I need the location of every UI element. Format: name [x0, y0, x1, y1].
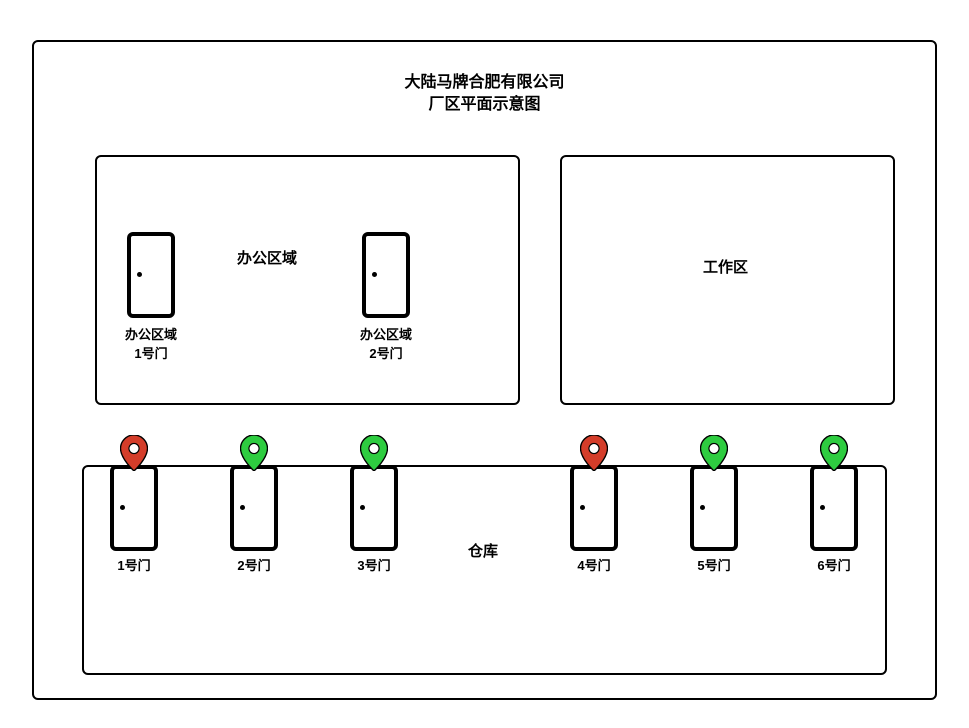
title-line-1: 大陆马牌合肥有限公司: [32, 68, 937, 92]
warehouse-door-label-4: 4号门: [564, 555, 624, 574]
warehouse-door-label-6: 6号门: [804, 555, 864, 574]
office-door-label-1: 办公区域 1号门: [107, 324, 195, 362]
title-line-2: 厂区平面示意图: [32, 90, 937, 114]
office-door-2: [362, 232, 410, 318]
warehouse-door-5: [690, 465, 738, 551]
warehouse-door-2: [230, 465, 278, 551]
warehouse-door-label-3: 3号门: [344, 555, 404, 574]
work-area-box: [560, 155, 895, 405]
warehouse-door-3: [350, 465, 398, 551]
warehouse-door-4: [570, 465, 618, 551]
warehouse-door-6: [810, 465, 858, 551]
warehouse-door-label-2: 2号门: [224, 555, 284, 574]
warehouse-box: [82, 465, 887, 675]
warehouse-label: 仓库: [468, 540, 498, 561]
office-door-label-2: 办公区域 2号门: [342, 324, 430, 362]
diagram-canvas: 大陆马牌合肥有限公司 厂区平面示意图 办公区域 工作区 办公区域 1号门 办公区域…: [0, 0, 969, 728]
warehouse-door-label-5: 5号门: [684, 555, 744, 574]
office-area-label: 办公区域: [237, 247, 297, 268]
warehouse-door-1: [110, 465, 158, 551]
warehouse-door-label-1: 1号门: [104, 555, 164, 574]
work-area-label: 工作区: [703, 256, 748, 277]
office-door-1: [127, 232, 175, 318]
